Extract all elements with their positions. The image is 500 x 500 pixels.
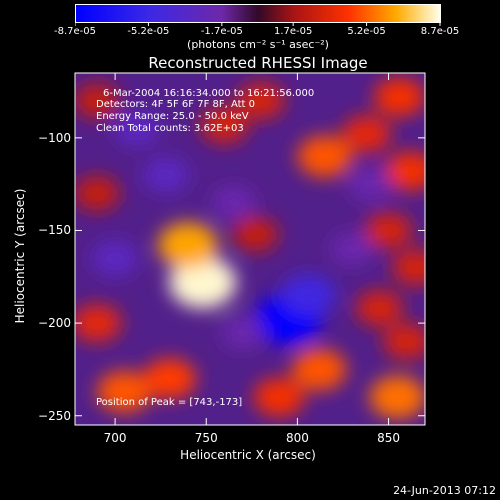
heatmap-features [75,77,425,419]
heatmap-blob [97,370,152,413]
colorbar-units: (photons cm⁻² s⁻¹ asec⁻²) [187,38,329,51]
heatmap-blob [392,249,425,286]
y-tick-label: −100 [38,130,71,145]
heatmap-blob [220,315,265,350]
heatmap-blob [355,290,404,327]
heatmap-blob [348,167,393,201]
heatmap-blob [342,115,392,153]
plot-frame [74,72,426,426]
x-axis-label: Heliocentric X (arcsec) [180,448,316,462]
y-tick-label: −200 [38,316,71,331]
colorbar-tick-label: 1.7e-05 [273,26,313,37]
x-tick-label: 700 [103,431,127,445]
heatmap-blob [369,375,425,419]
colorbar-tick-label: 5.2e-05 [347,26,386,37]
heatmap-blob [211,185,256,220]
footer-date: 24-Jun-2013 07:12 [393,484,496,497]
heatmap-blob [75,83,120,119]
annotation-energy: Energy Range: 25.0 - 50.0 keV [96,111,249,122]
colorbar-tick-label: 8.7e-05 [420,26,460,37]
heatmap-blob [200,106,249,144]
heatmap-blob [169,256,237,309]
x-tick-label: 800 [285,431,309,445]
heatmap-blob [232,216,279,252]
heatmap-blob [374,77,425,117]
heatmap-blob [383,323,425,360]
y-tick-label: −150 [38,223,71,238]
heatmap-blob [113,110,161,147]
y-tick-label: −250 [38,408,71,423]
colorbar-tick-label: -5.2e-05 [127,26,170,37]
heatmap-blob [292,348,347,391]
annotation-peak: Position of Peak = [743,-173] [96,397,243,408]
heatmap-blob [330,232,374,266]
heatmap-blob [75,175,120,211]
x-tick-label: 850 [377,431,400,445]
heatmap-blob [75,304,122,342]
heatmap-blob [253,377,305,417]
colorbar-tick-label: -8.7e-05 [54,26,96,37]
annotation-clean: Clean Total counts: 3.62E+03 [96,123,244,134]
heatmap-blob [364,212,413,249]
heatmap-blob [237,82,285,119]
heatmap-blob [297,135,352,178]
chart-title: Reconstructed RHESSI Image [148,54,368,72]
colorbar-ticks [75,22,441,26]
heatmap-blob [158,222,218,269]
heatmap-blob [143,358,197,399]
colorbar [75,4,441,23]
heatmap-blob [142,156,190,194]
annotation-time-range: 6-Mar-2004 16:16:34.000 to 16:21:56.000 [103,88,315,99]
x-tick-label: 750 [194,431,218,445]
colorbar-tick-label: -1.7e-05 [200,26,243,37]
y-axis-label: Heliocentric Y (arcsec) [13,188,27,324]
heatmap-blob [91,240,139,277]
heatmap-blob [281,274,336,317]
heatmap-blob [385,151,425,191]
axis-ticks [75,73,425,425]
annotation-detectors: Detectors: 4F 5F 6F 7F 8F, Att 0 [96,99,256,110]
